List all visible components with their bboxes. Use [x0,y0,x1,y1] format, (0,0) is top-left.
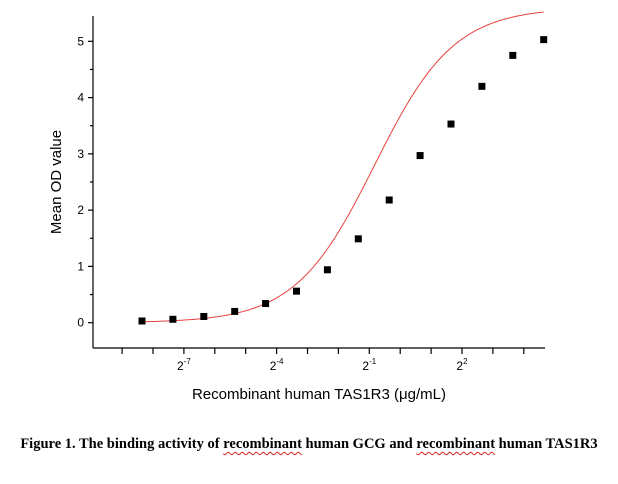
plot-area: 0 1 2 3 4 5 2-7 2-4 2-1 22 [77,11,548,373]
data-point [200,312,208,320]
data-points [138,36,548,325]
y-tick-label: 0 [77,316,84,330]
caption-middle: human GCG and [301,436,417,452]
data-point [262,300,270,308]
x-tick-label: 2-7 [177,357,191,373]
x-tick-label: 2-1 [362,357,376,373]
x-tick-label: 22 [456,357,468,373]
figure-caption: Figure 1. The binding activity of recomb… [0,432,618,457]
y-tick-label: 4 [77,91,84,105]
y-tick-label: 1 [77,259,84,273]
y-tick-label: 2 [77,203,84,217]
fit-curve [141,11,544,323]
dose-response-chart: 0 1 2 3 4 5 2-7 2-4 2-1 22 Recombinant human TAS… [48,11,548,403]
data-point [416,152,424,160]
y-axis-ticks: 0 1 2 3 4 5 [77,34,93,330]
x-axis-title: Recombinant human TAS1R3 (μg/mL) [192,386,446,403]
data-point [169,315,177,323]
x-axis-ticks: 2-7 2-4 2-1 22 [121,348,525,373]
caption-suffix: human TAS1R3 [495,436,598,452]
y-tick-label: 5 [77,34,84,48]
caption-prefix: Figure 1. The binding activity of [20,436,224,452]
data-point [540,36,548,44]
data-point [138,317,146,325]
y-axis-title: Mean OD value [48,130,65,234]
data-point [323,266,331,274]
data-point [293,287,300,295]
x-tick-label: 2-4 [270,357,284,373]
caption-word-recombinant-2: recombinant [416,436,496,452]
data-point [478,82,486,90]
data-point [385,196,393,204]
data-point [231,307,239,315]
y-tick-label: 3 [77,147,84,161]
data-point [447,120,455,128]
data-point [509,51,517,59]
data-point [354,235,362,243]
caption-word-recombinant-1: recombinant [223,436,302,452]
